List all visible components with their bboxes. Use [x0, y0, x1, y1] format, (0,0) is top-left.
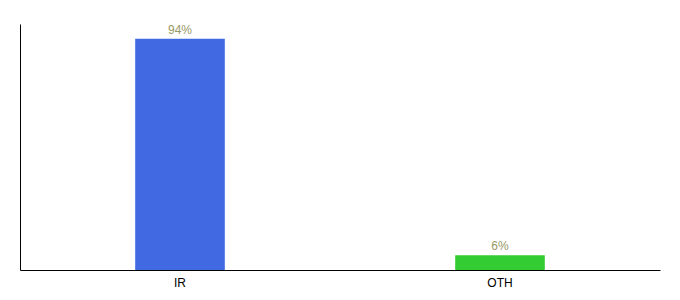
data-label: 94% [168, 23, 192, 37]
y-axis-line [20, 25, 21, 271]
data-labels: 94% 6% [168, 23, 509, 253]
bar [455, 255, 545, 270]
plot: IR OTH 94% 6% [21, 23, 661, 290]
x-tick: OTH [487, 276, 512, 290]
x-tick: IR [174, 276, 186, 290]
bar [135, 39, 225, 270]
x-axis-line [21, 270, 661, 271]
x-tick-label: OTH [487, 276, 512, 290]
chart: IR OTH 94% 6% [0, 0, 680, 300]
data-label: 6% [491, 239, 509, 253]
x-axis: IR OTH [21, 271, 661, 290]
y-axis [20, 25, 21, 271]
bars [135, 39, 545, 270]
x-tick-label: IR [174, 276, 186, 290]
